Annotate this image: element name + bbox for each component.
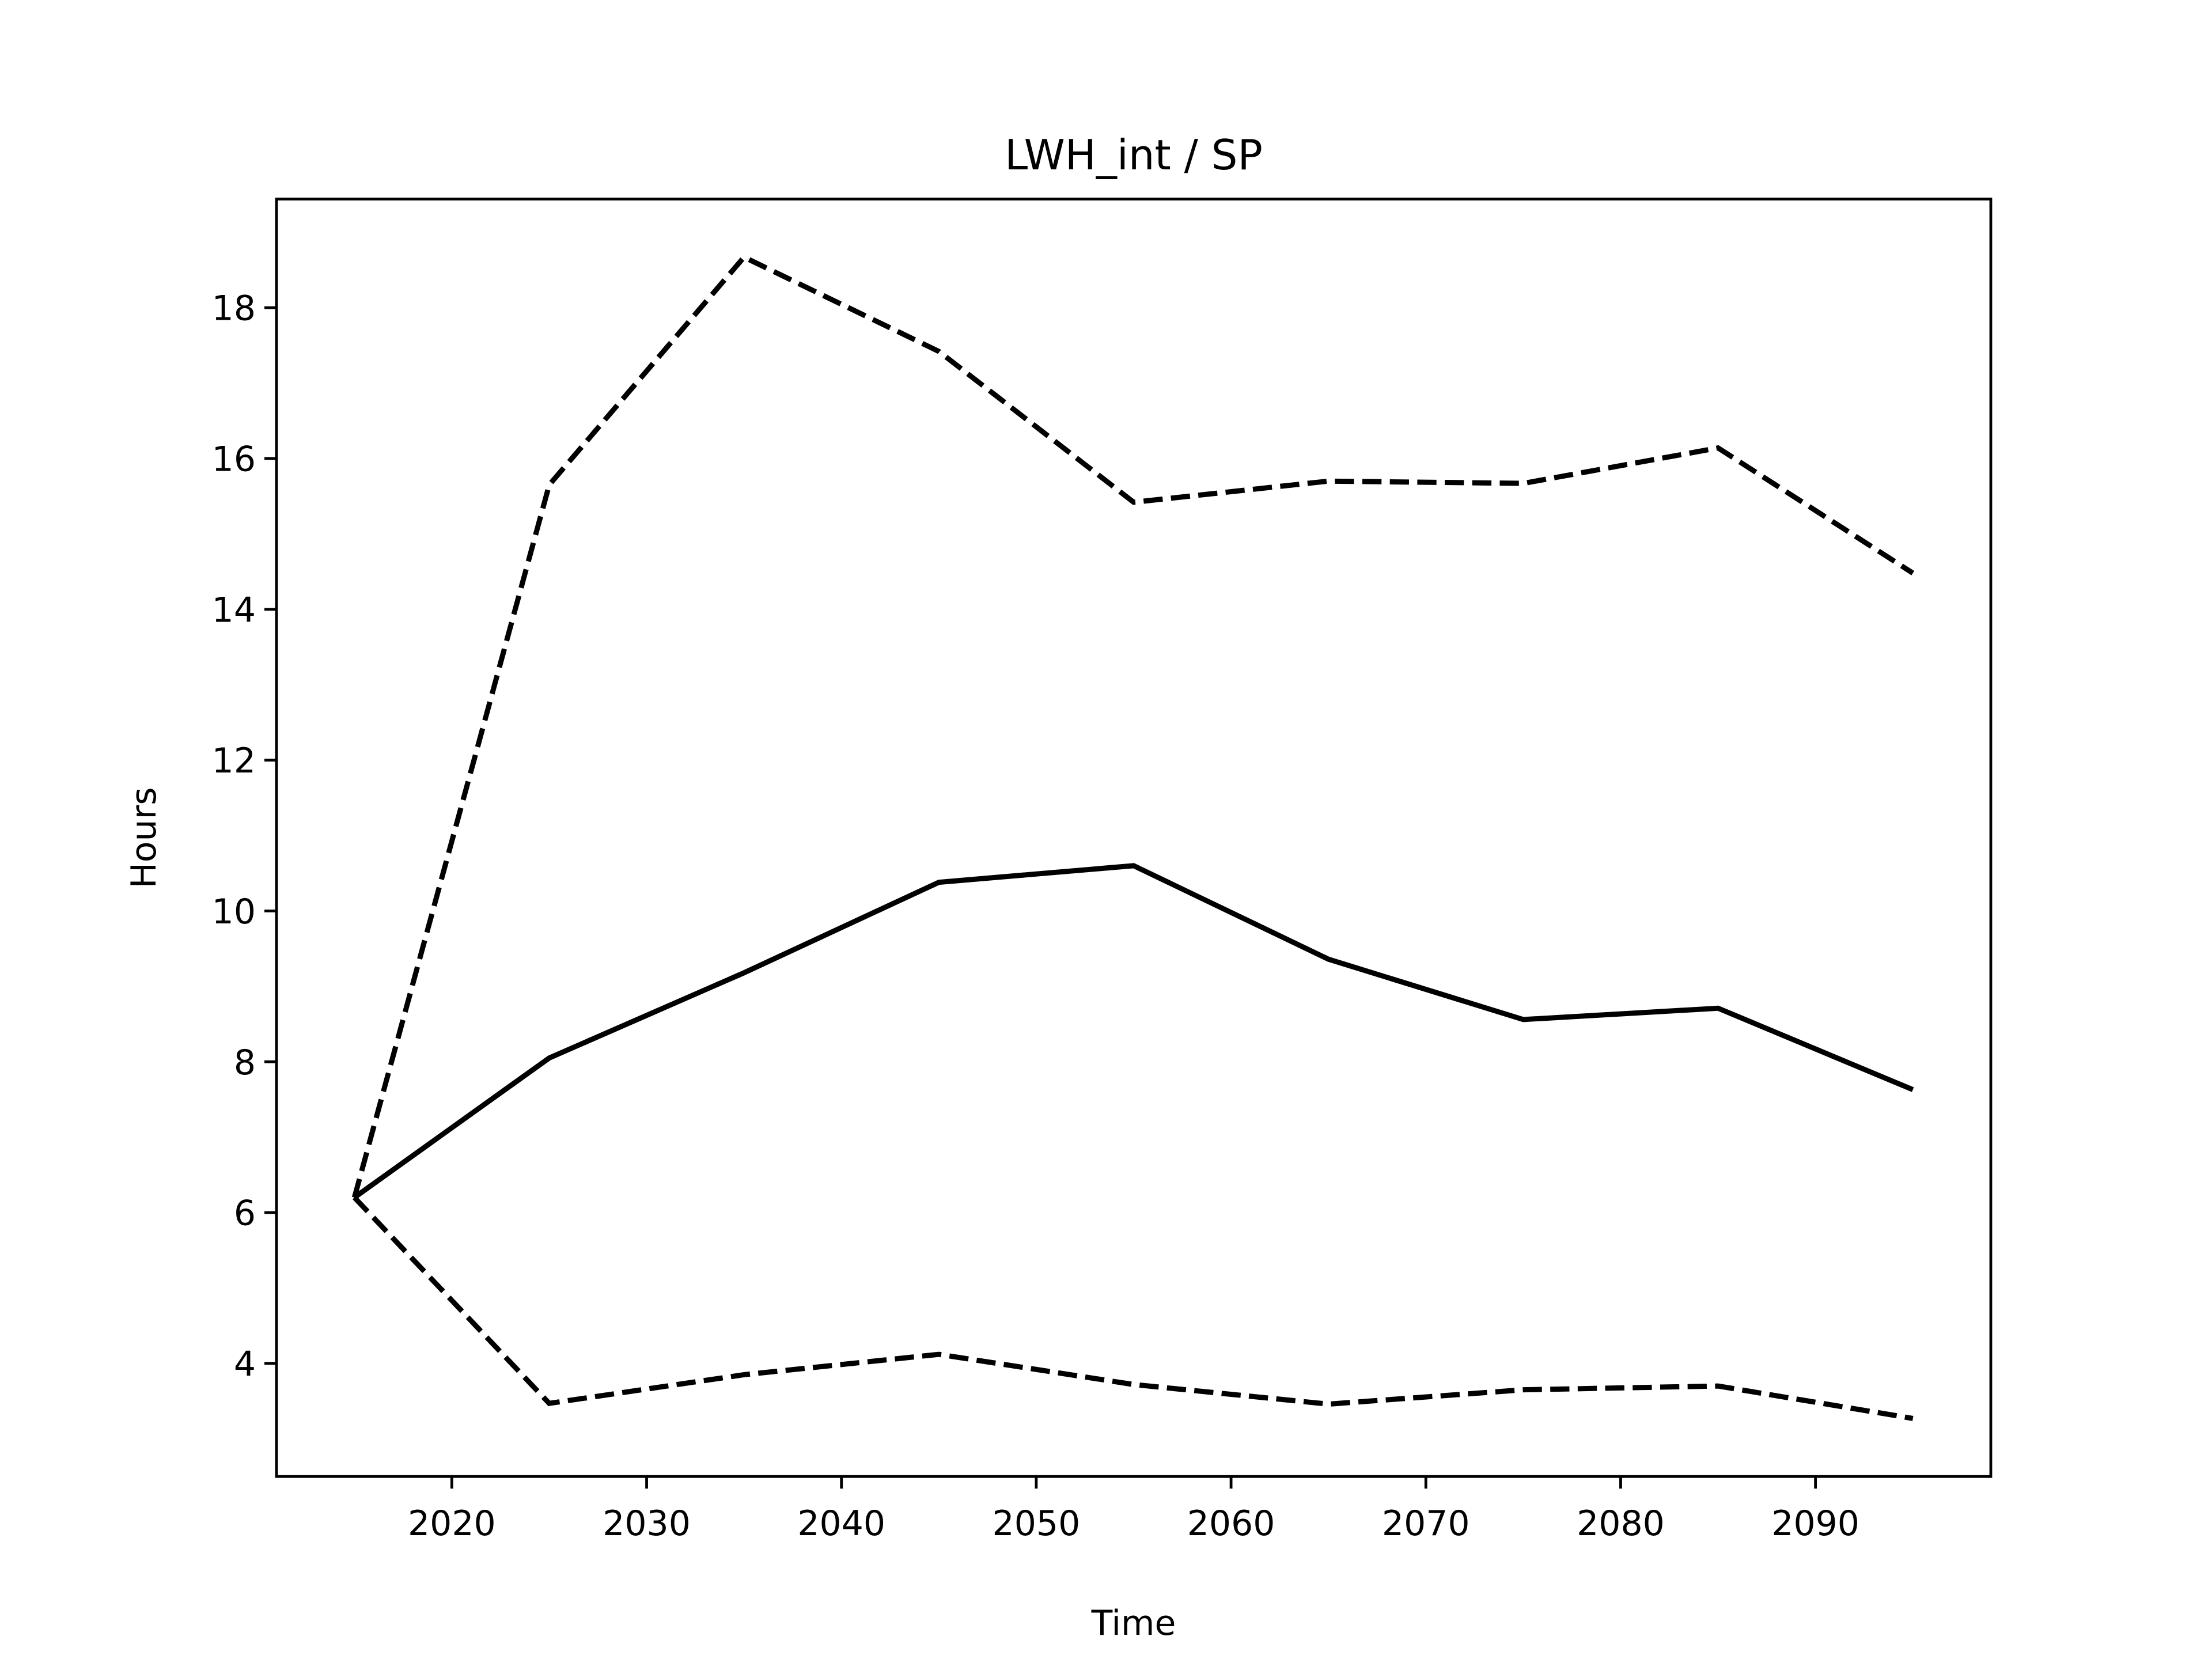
y-tick-label: 8	[234, 1043, 256, 1083]
x-tick-label: 2060	[1187, 1503, 1275, 1544]
y-axis-label: Hours	[124, 787, 164, 889]
x-tick-label: 2090	[1771, 1503, 1859, 1544]
plot-frame	[275, 198, 1993, 1478]
x-tick-label: 2020	[408, 1503, 496, 1544]
y-tick-label: 16	[212, 440, 256, 480]
y-tick-label: 12	[212, 741, 256, 781]
y-tick-label: 4	[234, 1344, 256, 1384]
x-tick-label: 2080	[1577, 1503, 1665, 1544]
chart-title: LWH_int / SP	[1005, 131, 1263, 179]
line-series	[351, 253, 1915, 1199]
x-tick-label: 2030	[603, 1503, 691, 1544]
x-tick-label: 2050	[993, 1503, 1081, 1544]
x-tick-label: 2040	[797, 1503, 885, 1544]
y-tick-label: 18	[212, 289, 256, 329]
y-tick-label: 6	[234, 1194, 256, 1234]
x-axis-label: Time	[1091, 1603, 1176, 1643]
y-tick-label: 14	[212, 590, 256, 630]
y-tick-label: 10	[212, 892, 256, 932]
x-tick-label: 2070	[1382, 1503, 1470, 1544]
line-series	[353, 863, 1914, 1200]
